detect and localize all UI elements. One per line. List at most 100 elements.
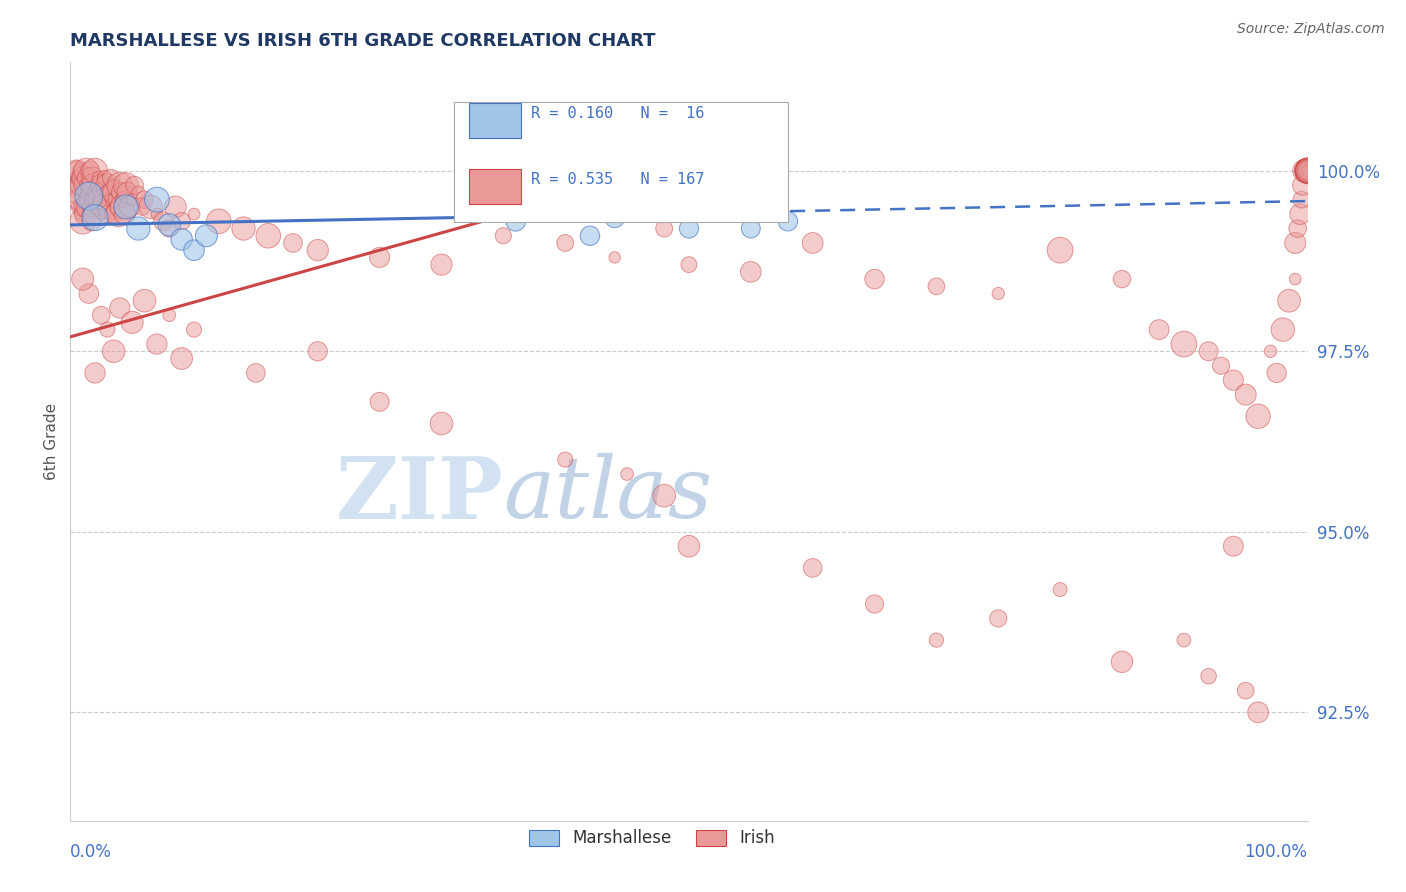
Point xyxy=(1296,163,1319,178)
Point xyxy=(83,207,105,221)
FancyBboxPatch shape xyxy=(454,102,787,221)
Point xyxy=(131,200,153,214)
Point xyxy=(90,207,112,221)
Point xyxy=(1296,163,1319,178)
Point xyxy=(82,171,104,186)
Point xyxy=(1296,163,1319,178)
Point xyxy=(87,171,110,186)
Point xyxy=(89,193,111,207)
Point xyxy=(66,186,89,200)
Text: ZIP: ZIP xyxy=(336,452,503,537)
Legend: Marshallese, Irish: Marshallese, Irish xyxy=(522,822,782,854)
Point xyxy=(183,207,205,221)
Point xyxy=(1296,163,1319,178)
Point xyxy=(1296,163,1319,178)
Point xyxy=(1296,163,1319,178)
Point xyxy=(1296,163,1319,178)
Point xyxy=(100,171,122,186)
Point xyxy=(652,489,675,503)
Point xyxy=(1296,163,1319,178)
Point xyxy=(1296,163,1319,178)
Point xyxy=(90,178,112,193)
Point xyxy=(77,207,100,221)
Point xyxy=(1296,163,1319,178)
Point xyxy=(105,200,128,214)
Point xyxy=(776,214,799,228)
Point xyxy=(80,186,103,200)
Point xyxy=(1265,366,1288,380)
Point xyxy=(1147,323,1170,337)
Point xyxy=(1198,669,1220,683)
Point xyxy=(90,308,112,322)
Point xyxy=(1296,163,1319,178)
Point xyxy=(86,178,108,193)
Point xyxy=(505,214,527,228)
Point xyxy=(603,211,626,225)
Point xyxy=(1234,387,1257,401)
Point xyxy=(121,193,143,207)
Point xyxy=(1111,272,1133,286)
Point xyxy=(195,228,218,243)
Point xyxy=(104,186,127,200)
Point xyxy=(1049,243,1071,257)
Point xyxy=(863,272,886,286)
Point xyxy=(157,218,180,232)
Point xyxy=(1296,163,1319,178)
Point xyxy=(84,211,107,225)
Point xyxy=(1260,344,1282,359)
Point xyxy=(98,200,121,214)
Point xyxy=(75,163,97,178)
Point xyxy=(1296,163,1319,178)
Point xyxy=(75,207,97,221)
Point xyxy=(84,163,107,178)
Point xyxy=(87,200,110,214)
Point xyxy=(96,207,118,221)
Point xyxy=(108,178,131,193)
Point xyxy=(77,286,100,301)
Point xyxy=(121,315,143,329)
Point xyxy=(678,539,700,553)
Point xyxy=(1296,163,1319,178)
Point xyxy=(430,417,453,431)
Point xyxy=(105,193,128,207)
Point xyxy=(368,251,391,265)
Point xyxy=(170,214,193,228)
Point xyxy=(91,186,114,200)
Point xyxy=(1222,539,1244,553)
Point xyxy=(1296,163,1319,178)
Point xyxy=(101,193,124,207)
Point xyxy=(115,178,138,193)
Point xyxy=(1296,163,1319,178)
Point xyxy=(103,178,125,193)
Point xyxy=(69,163,91,178)
Point xyxy=(307,243,329,257)
Point xyxy=(554,235,576,250)
Point xyxy=(1296,163,1319,178)
Point xyxy=(1296,163,1319,178)
Point xyxy=(157,308,180,322)
Point xyxy=(1234,683,1257,698)
Point xyxy=(1295,163,1317,178)
Point xyxy=(1111,655,1133,669)
Text: MARSHALLESE VS IRISH 6TH GRADE CORRELATION CHART: MARSHALLESE VS IRISH 6TH GRADE CORRELATI… xyxy=(70,32,655,50)
Point xyxy=(139,200,162,214)
Point xyxy=(1286,221,1309,235)
Point xyxy=(1284,272,1306,286)
Point xyxy=(66,163,89,178)
Point xyxy=(77,178,100,193)
Point xyxy=(84,366,107,380)
Point xyxy=(134,293,156,308)
Point xyxy=(1291,178,1313,193)
Point xyxy=(1296,163,1319,178)
Point xyxy=(1296,163,1319,178)
Point xyxy=(65,171,87,186)
Text: R = 0.535   N = 167: R = 0.535 N = 167 xyxy=(530,172,704,186)
Point xyxy=(170,351,193,366)
Point xyxy=(115,200,138,214)
Point xyxy=(170,232,193,246)
Point xyxy=(987,286,1010,301)
Point xyxy=(84,193,107,207)
Text: Source: ZipAtlas.com: Source: ZipAtlas.com xyxy=(1237,22,1385,37)
Point xyxy=(183,243,205,257)
Point xyxy=(1296,163,1319,178)
